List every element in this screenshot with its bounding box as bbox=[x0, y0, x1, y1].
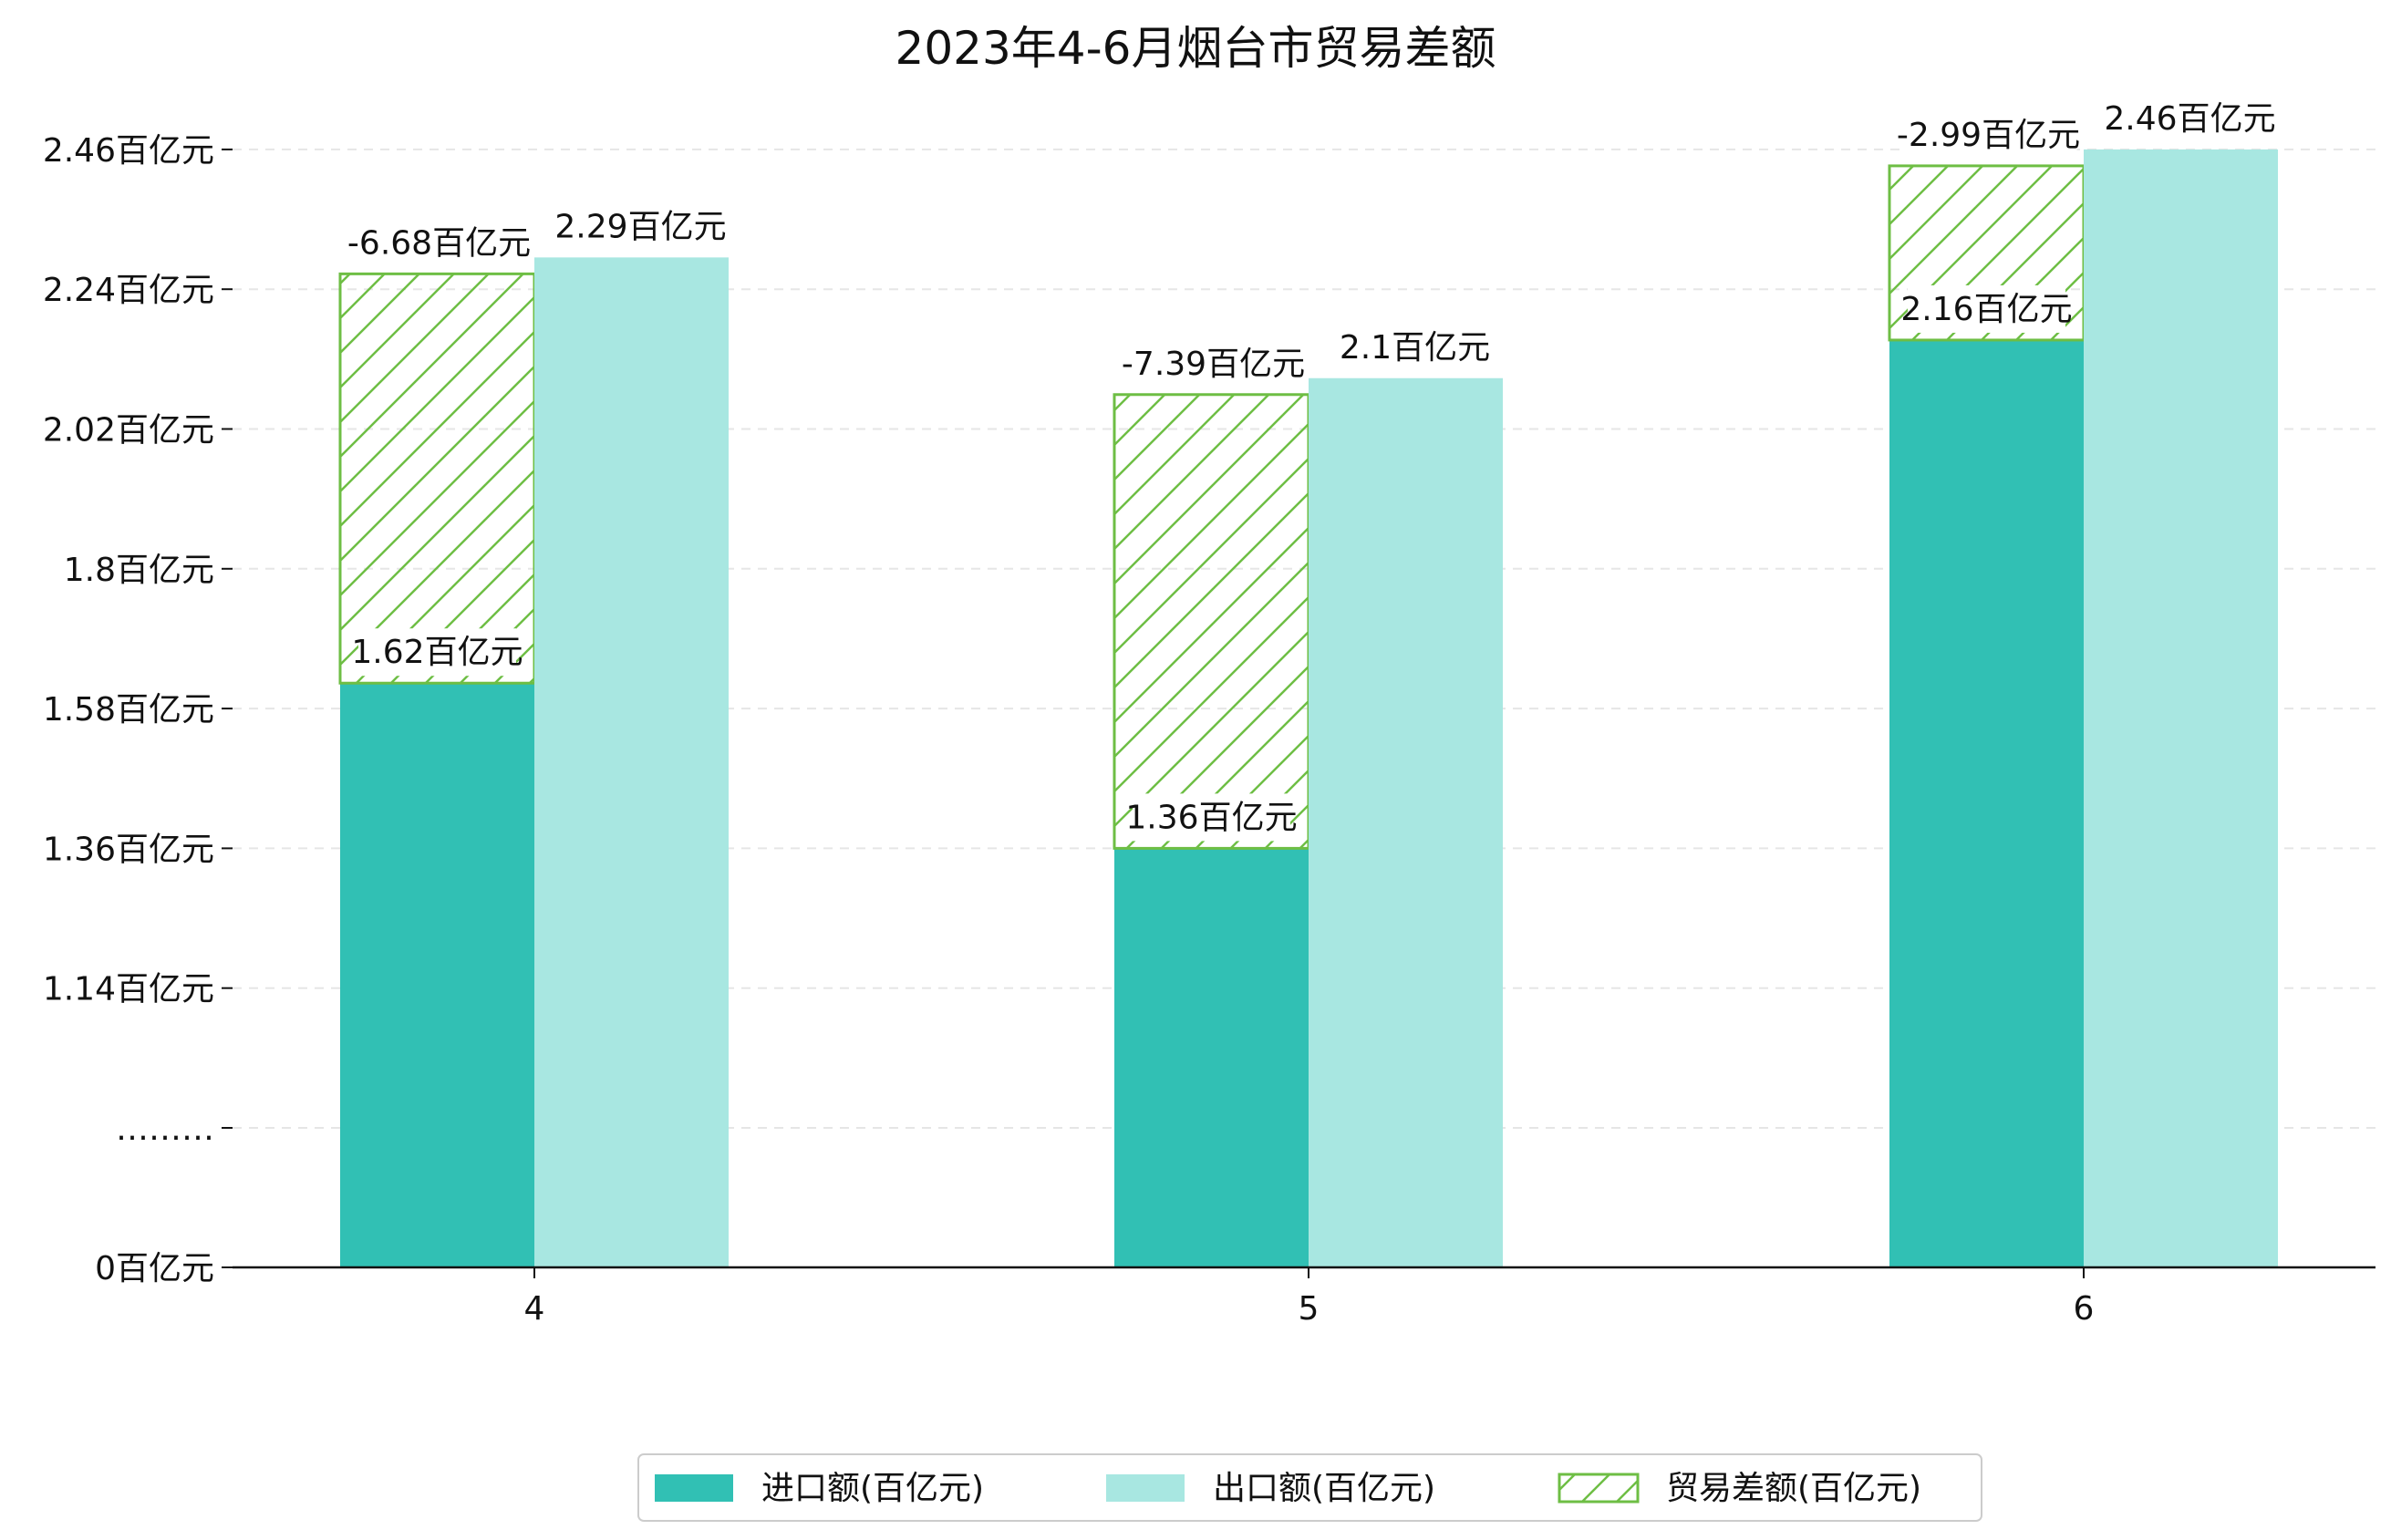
y-tick-label: 1.14百亿元 bbox=[43, 971, 214, 1008]
y-tick-label: 2.24百亿元 bbox=[43, 272, 214, 309]
bar-export bbox=[1309, 377, 1503, 1268]
bar-import bbox=[1114, 848, 1309, 1267]
data-label-box bbox=[1908, 284, 2065, 333]
bar-trade-difference bbox=[338, 272, 536, 685]
data-label: -6.68百亿元 bbox=[347, 224, 531, 262]
bar-export bbox=[2084, 149, 2278, 1267]
data-label-box bbox=[358, 628, 516, 677]
data-label: 2.1百亿元 bbox=[1340, 329, 1490, 367]
x-tick-label: 4 bbox=[524, 1290, 545, 1328]
y-tick-label: 0百亿元 bbox=[95, 1250, 214, 1287]
data-label: 1.62百亿元 bbox=[351, 634, 523, 671]
legend-label: 出口额(百亿元) bbox=[1213, 1470, 1435, 1507]
y-tick-label: 1.58百亿元 bbox=[43, 691, 214, 729]
legend-swatch bbox=[655, 1474, 733, 1502]
chart-title: 2023年4-6月烟台市贸易差额 bbox=[895, 22, 1496, 75]
data-label-box bbox=[1124, 339, 1302, 388]
data-labels: 1.62百亿元 2.29百亿元 -6.68百亿元 1.36百亿元 2.1百亿元 -7.39… bbox=[347, 94, 2276, 842]
data-label-box bbox=[562, 202, 719, 251]
data-label-box bbox=[1899, 110, 2077, 159]
legend: 进口额(百亿元) 出口额(百亿元) 贸易差额(百亿元) bbox=[637, 1453, 1982, 1522]
x-tick-label: 6 bbox=[2074, 1290, 2095, 1328]
data-label: 2.16百亿元 bbox=[1900, 291, 2072, 328]
legend-swatch bbox=[1558, 1473, 1640, 1504]
bar-trade-difference bbox=[1113, 393, 1310, 850]
bar-export bbox=[534, 257, 729, 1267]
legend-label: 贸易差额(百亿元) bbox=[1666, 1470, 1921, 1507]
y-tick-label: 2.02百亿元 bbox=[43, 412, 214, 450]
data-label: 2.29百亿元 bbox=[554, 208, 726, 245]
data-label-box bbox=[2111, 94, 2269, 142]
y-tick-label: ……… bbox=[116, 1111, 214, 1148]
bar-import bbox=[1889, 339, 2084, 1268]
legend-frame bbox=[637, 1453, 1982, 1522]
x-axis: 4 5 6 bbox=[233, 1266, 2375, 1328]
data-label: -2.99百亿元 bbox=[1897, 117, 2080, 154]
y-tick-label: 1.36百亿元 bbox=[43, 831, 214, 868]
bar-import bbox=[340, 683, 534, 1267]
y-axis: 0百亿元 ……… 1.14百亿元 1.36百亿元 1.58百亿元 1.8百亿元 2.02百亿… bbox=[43, 132, 233, 1287]
data-label-box bbox=[350, 219, 528, 267]
legend-swatch bbox=[1106, 1474, 1185, 1502]
bars bbox=[338, 149, 2278, 1268]
x-tick-label: 5 bbox=[1299, 1290, 1320, 1328]
data-label: -7.39百亿元 bbox=[1122, 346, 1305, 383]
legend-label: 进口额(百亿元) bbox=[761, 1470, 984, 1507]
y-tick-label: 1.8百亿元 bbox=[64, 552, 214, 589]
data-label: 1.36百亿元 bbox=[1125, 799, 1297, 836]
data-label-box bbox=[1345, 323, 1485, 371]
data-label-box bbox=[1133, 793, 1290, 842]
y-tick-label: 2.46百亿元 bbox=[43, 132, 214, 170]
data-label: 2.46百亿元 bbox=[2104, 100, 2275, 138]
